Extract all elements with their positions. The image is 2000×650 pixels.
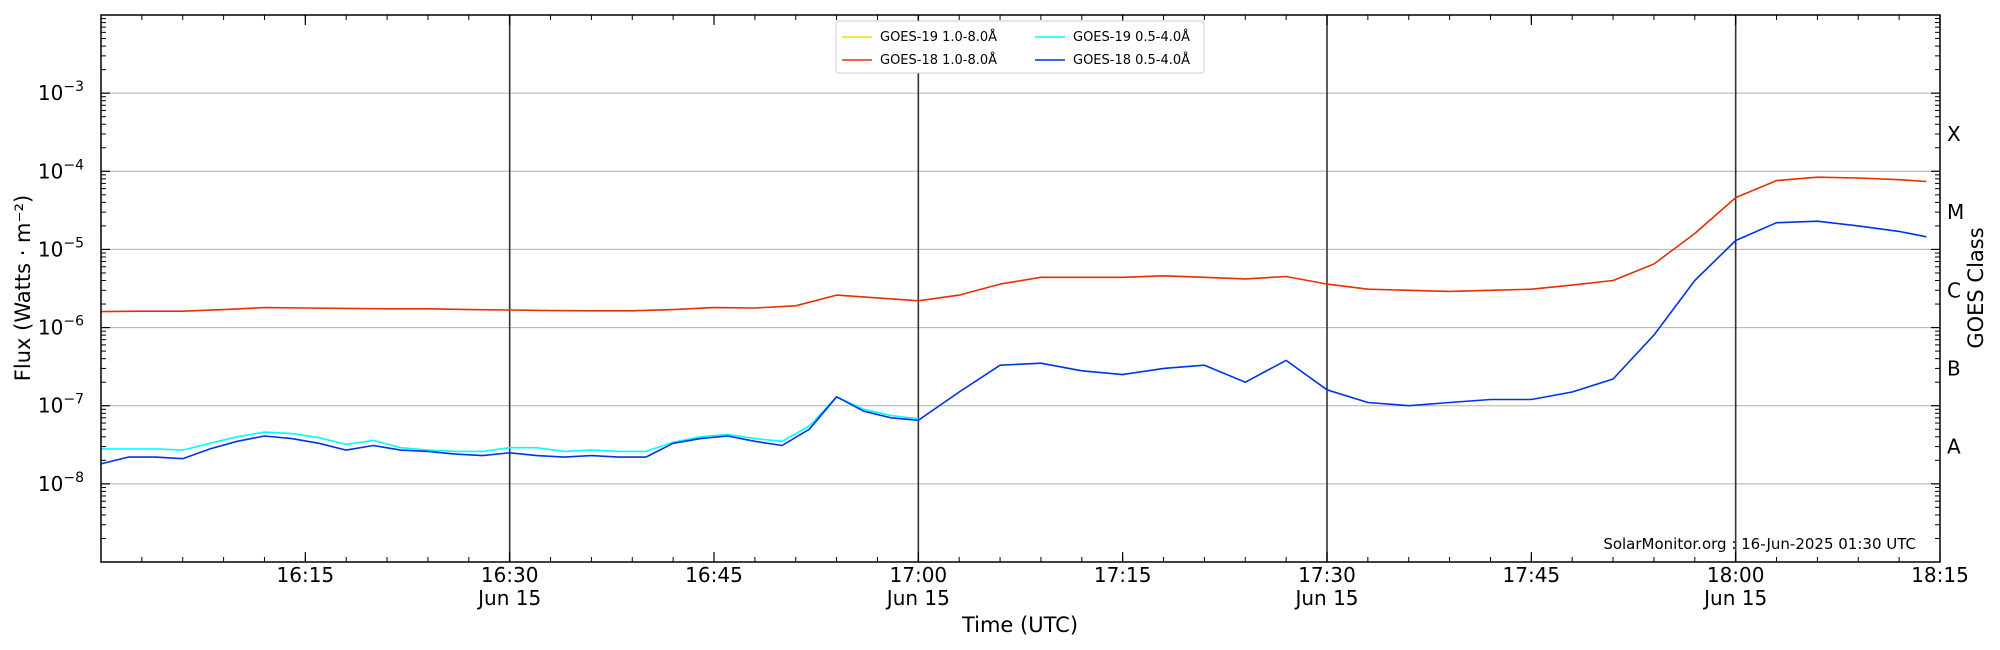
- x-axis-title: Time (UTC): [961, 613, 1078, 637]
- right-axis-title: GOES Class: [1964, 227, 1988, 348]
- x-tick-label: 17:30: [1298, 563, 1356, 587]
- x-tick-label: 18:15: [1911, 563, 1969, 587]
- goes-class-label: M: [1947, 200, 1964, 224]
- x-tick-label: 17:00: [890, 563, 948, 587]
- x-tick-label: 17:45: [1503, 563, 1561, 587]
- x-tick-date-label: Jun 15: [1293, 586, 1358, 610]
- series-layer: [100, 176, 1927, 465]
- y-tick-label: 10−8: [38, 470, 84, 496]
- x-tick-date-label: Jun 15: [1702, 586, 1767, 610]
- series-line-2: [101, 395, 919, 453]
- y-tick-label: 10−6: [38, 314, 84, 340]
- grid-layer: [101, 92, 1940, 485]
- legend: GOES-19 1.0-8.0Å GOES-18 1.0-8.0Å GOES-1…: [835, 20, 1205, 74]
- goes-class-label: C: [1947, 278, 1961, 302]
- legend-label-goes19-long: GOES-19 1.0-8.0Å: [880, 29, 997, 45]
- credit-text: SolarMonitor.org : 16-Jun-2025 01:30 UTC: [1603, 535, 1916, 553]
- x-tick-date-label: Jun 15: [885, 586, 950, 610]
- series-line-1: [100, 176, 1927, 313]
- goes-class-label: A: [1947, 435, 1961, 459]
- legend-label-goes19-short: GOES-19 0.5-4.0Å: [1073, 29, 1190, 45]
- x-tick-label: 16:45: [685, 563, 743, 587]
- plot-frame: [100, 14, 1941, 563]
- legend-label-goes18-long: GOES-18 1.0-8.0Å: [880, 52, 997, 68]
- goes-class-label: B: [1947, 356, 1961, 380]
- x-tick-label: 18:00: [1707, 563, 1765, 587]
- y-axis-title: Flux (Watts · m⁻²): [11, 195, 35, 381]
- x-tick-date-label: Jun 15: [476, 586, 541, 610]
- x-tick-label: 17:15: [1094, 563, 1152, 587]
- y-tick-label: 10−4: [38, 157, 84, 183]
- legend-box: [835, 20, 1205, 74]
- goes-class-label: X: [1947, 122, 1961, 146]
- vertical-hour-lines: [508, 15, 1737, 562]
- series-line-3: [100, 220, 1927, 465]
- x-tick-label: 16:30: [481, 563, 539, 587]
- y-tick-label: 10−3: [38, 79, 84, 105]
- x-tick-label: 16:15: [277, 563, 335, 587]
- y-tick-label: 10−7: [38, 392, 84, 418]
- legend-label-goes18-short: GOES-18 0.5-4.0Å: [1073, 52, 1190, 68]
- y-tick-label: 10−5: [38, 235, 84, 261]
